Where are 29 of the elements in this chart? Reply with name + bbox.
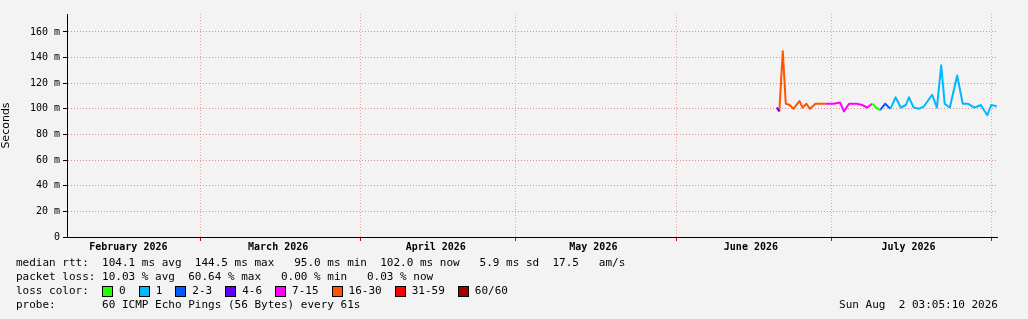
y-tick-label: 160 m <box>29 25 60 37</box>
legend-label: 4-6 <box>242 284 263 298</box>
text: median rtt: 104.1 ms avg 144.5 ms max 95.0 ms min 102.0 ms now 5.9 ms sd 17.5 am/s <box>16 256 626 270</box>
y-tick-label: 80 m <box>35 128 60 140</box>
text: probe: 60 ICMP Echo Pings (56 Bytes) every 61s <box>16 298 361 312</box>
x-tick-label: February 2026 <box>89 240 168 252</box>
y-tick-label: 20 m <box>35 204 60 216</box>
y-tick-label: 100 m <box>29 102 60 114</box>
legend-title: loss color: <box>16 284 90 298</box>
y-tick-label: 120 m <box>29 76 60 88</box>
legend-label: 2-3 <box>192 284 213 298</box>
legend-label: 7-15 <box>292 284 319 298</box>
legend-label: 31-59 <box>411 284 445 298</box>
x-tick-label: April 2026 <box>405 240 466 252</box>
y-tick-label: 40 m <box>35 179 60 191</box>
y-tick-label: 140 m <box>29 51 60 63</box>
x-tick-label: March 2026 <box>248 240 309 252</box>
y-tick-label: 0 <box>53 230 60 242</box>
text: Sun Aug 2 03:05:10 2026 <box>839 298 998 312</box>
legend-label: 60/60 <box>474 284 508 298</box>
x-tick-label: June 2026 <box>723 240 779 252</box>
y-axis-title: Seconds <box>0 102 13 149</box>
text: packet loss: 10.03 % avg 60.64 % max 0.00 % min 0.03 % now <box>16 270 434 284</box>
y-tick-label: 60 m <box>35 153 60 165</box>
legend-label: 0 <box>119 284 126 298</box>
legend-label: 1 <box>155 284 163 298</box>
legend-label: 16-30 <box>348 284 382 298</box>
x-tick-label: May 2026 <box>569 240 618 252</box>
x-tick-label: July 2026 <box>881 240 936 252</box>
